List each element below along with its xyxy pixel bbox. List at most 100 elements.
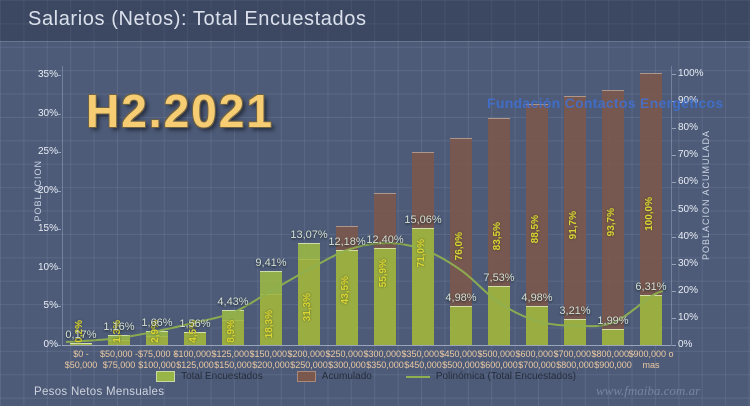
left-axis-tickmark	[57, 152, 61, 154]
right-axis-tick-label: 80%	[678, 122, 699, 134]
bar-total-encuestados	[488, 285, 510, 345]
category-label: $800,000 - $900,000	[591, 349, 635, 370]
right-axis-tick-label: 90%	[678, 95, 699, 107]
right-axis-tick-label: 0%	[678, 339, 693, 350]
left-axis-tickmark	[57, 75, 61, 76]
right-axis-tick-label: 60%	[678, 176, 699, 188]
left-axis-tick-label: 25%	[37, 146, 58, 158]
acumulado-value-label: 100,0%	[644, 197, 655, 232]
legend-swatch-polinomica-line	[405, 375, 430, 378]
legend-swatch-acumulado	[296, 371, 316, 382]
bar-acumulado	[450, 138, 472, 345]
right-axis-tick-label: 70%	[678, 149, 699, 161]
category-slot: 1,99% 93,7%	[594, 66, 632, 345]
acumulado-value-label: 91,7%	[568, 210, 579, 240]
category-label: $350,000 - $450,000	[401, 349, 445, 370]
category-slot: 15,06% 71,0%	[404, 66, 442, 345]
category-slot: 4,43% 8,9%	[214, 66, 252, 345]
category-label: $50,000 - $75,000	[99, 349, 139, 370]
bar-total-encuestados	[70, 342, 92, 345]
category-slot: 12,40% 55,9%	[366, 66, 404, 345]
left-axis-tickmark	[57, 345, 61, 346]
acumulado-value-label: 71,0%	[416, 238, 427, 268]
total-value-label: 12,18%	[328, 236, 366, 249]
total-value-label: 6,31%	[635, 281, 667, 294]
total-value-label: 4,98%	[521, 291, 553, 304]
total-value-label: 1,56%	[179, 317, 211, 330]
acumulado-value-label: 93,7%	[606, 208, 617, 237]
right-axis-tickmark	[672, 236, 676, 238]
right-axis-tickmark	[672, 155, 676, 157]
right-axis-tickmark	[672, 209, 676, 211]
acumulado-value-label: 76,0%	[454, 232, 465, 261]
plot-area: 0,17% 0,2% 1,16% 1,3% 1,66% 2,9% 1,56% 4,5% 4,43…	[62, 66, 670, 345]
total-value-label: 15,06%	[404, 213, 442, 226]
legend-label-total: Total Encuestados	[181, 371, 263, 382]
right-axis-tickmark	[672, 101, 676, 103]
category-slot: 1,56% 4,5%	[176, 66, 214, 345]
acumulado-value-label: 88,5%	[530, 215, 541, 244]
category-label: $200,000 - $250,000	[287, 349, 331, 370]
left-axis-tick-label: 20%	[37, 184, 58, 196]
right-axis-tickmark	[672, 290, 676, 292]
category-label: $300,000 - $350,000	[363, 349, 407, 370]
chart-title: Salarios (Netos): Total Encuestados	[28, 8, 367, 30]
right-axis-tick-label: 50%	[678, 203, 699, 215]
right-axis-tick-label: 30%	[678, 257, 699, 269]
left-axis-tick-label: 5%	[43, 300, 58, 312]
bar-total-encuestados	[108, 335, 130, 345]
legend: Total Encuestados Acumulado Polinómica (…	[62, 371, 670, 382]
x-axis-note: Pesos Netos Mensuales	[34, 386, 165, 398]
acumulado-value-label: 43,5%	[340, 276, 351, 305]
category-label: $450,000 - $500,000	[439, 349, 483, 370]
legend-label-acumulado: Acumulado	[321, 371, 372, 382]
right-axis-tickmark	[672, 128, 676, 130]
category-slot: 4,98% 88,5%	[518, 66, 556, 345]
bar-acumulado	[640, 73, 662, 345]
total-value-label: 1,16%	[103, 321, 135, 334]
trend-line	[65, 242, 664, 343]
category-label: $125,000 - $150,000	[211, 349, 255, 370]
category-label: $500,000 - $600,000	[477, 349, 521, 370]
legend-swatch-total	[156, 371, 176, 382]
bar-acumulado	[602, 90, 624, 345]
watermark-url: www.fmaiba.com.ar	[596, 383, 701, 398]
right-axis-tickmark	[672, 317, 676, 319]
category-label: $75,000 - $100,000	[137, 349, 177, 370]
acumulado-value-label: 31,3%	[302, 292, 313, 322]
left-axis-tickmark	[57, 229, 61, 231]
right-axis-tick-label: 100%	[678, 68, 704, 79]
category-slot: 7,53% 83,5%	[480, 66, 518, 345]
total-value-label: 7,53%	[483, 271, 515, 284]
bar-total-encuestados	[260, 271, 282, 345]
total-value-label: 4,98%	[445, 291, 477, 304]
bar-total-encuestados	[450, 305, 472, 345]
right-axis-tick-label: 20%	[678, 284, 699, 296]
left-axis-tick-label: 15%	[37, 223, 58, 235]
acumulado-value-label: 83,5%	[492, 222, 503, 251]
category-label: $900,000 o mas	[628, 349, 674, 370]
category-slot: 6,31% 100,0%	[632, 66, 670, 345]
bar-total-encuestados	[184, 331, 206, 345]
total-value-label: 0,17%	[65, 328, 97, 341]
right-axis-tickmark	[672, 345, 676, 346]
category-slot: 1,16% 1,3%	[100, 66, 138, 345]
legend-item-polinomica: Polinómica (Total Encuestados)	[405, 371, 576, 382]
organization-label: Fundación Contactos Energéticos	[487, 95, 724, 111]
left-axis-tickmark	[57, 113, 61, 115]
legend-label-polinomica: Polinómica (Total Encuestados)	[435, 371, 576, 382]
category-label: $100,000 - $125,000	[173, 349, 217, 370]
total-value-label: 13,07%	[290, 229, 328, 242]
bar-total-encuestados	[374, 248, 396, 345]
left-axis-tickmark	[57, 267, 61, 269]
legend-item-acumulado: Acumulado	[296, 371, 372, 382]
left-axis-tick-label: 10%	[37, 261, 58, 273]
trend-line-layer	[65, 242, 664, 343]
total-value-label: 4,43%	[217, 295, 249, 308]
total-value-label: 3,21%	[559, 305, 591, 318]
title-bar: Salarios (Netos): Total Encuestados	[0, 0, 750, 42]
left-axis-tickmark	[57, 190, 61, 192]
bar-total-encuestados	[298, 243, 320, 345]
total-value-label: 1,66%	[141, 317, 173, 330]
